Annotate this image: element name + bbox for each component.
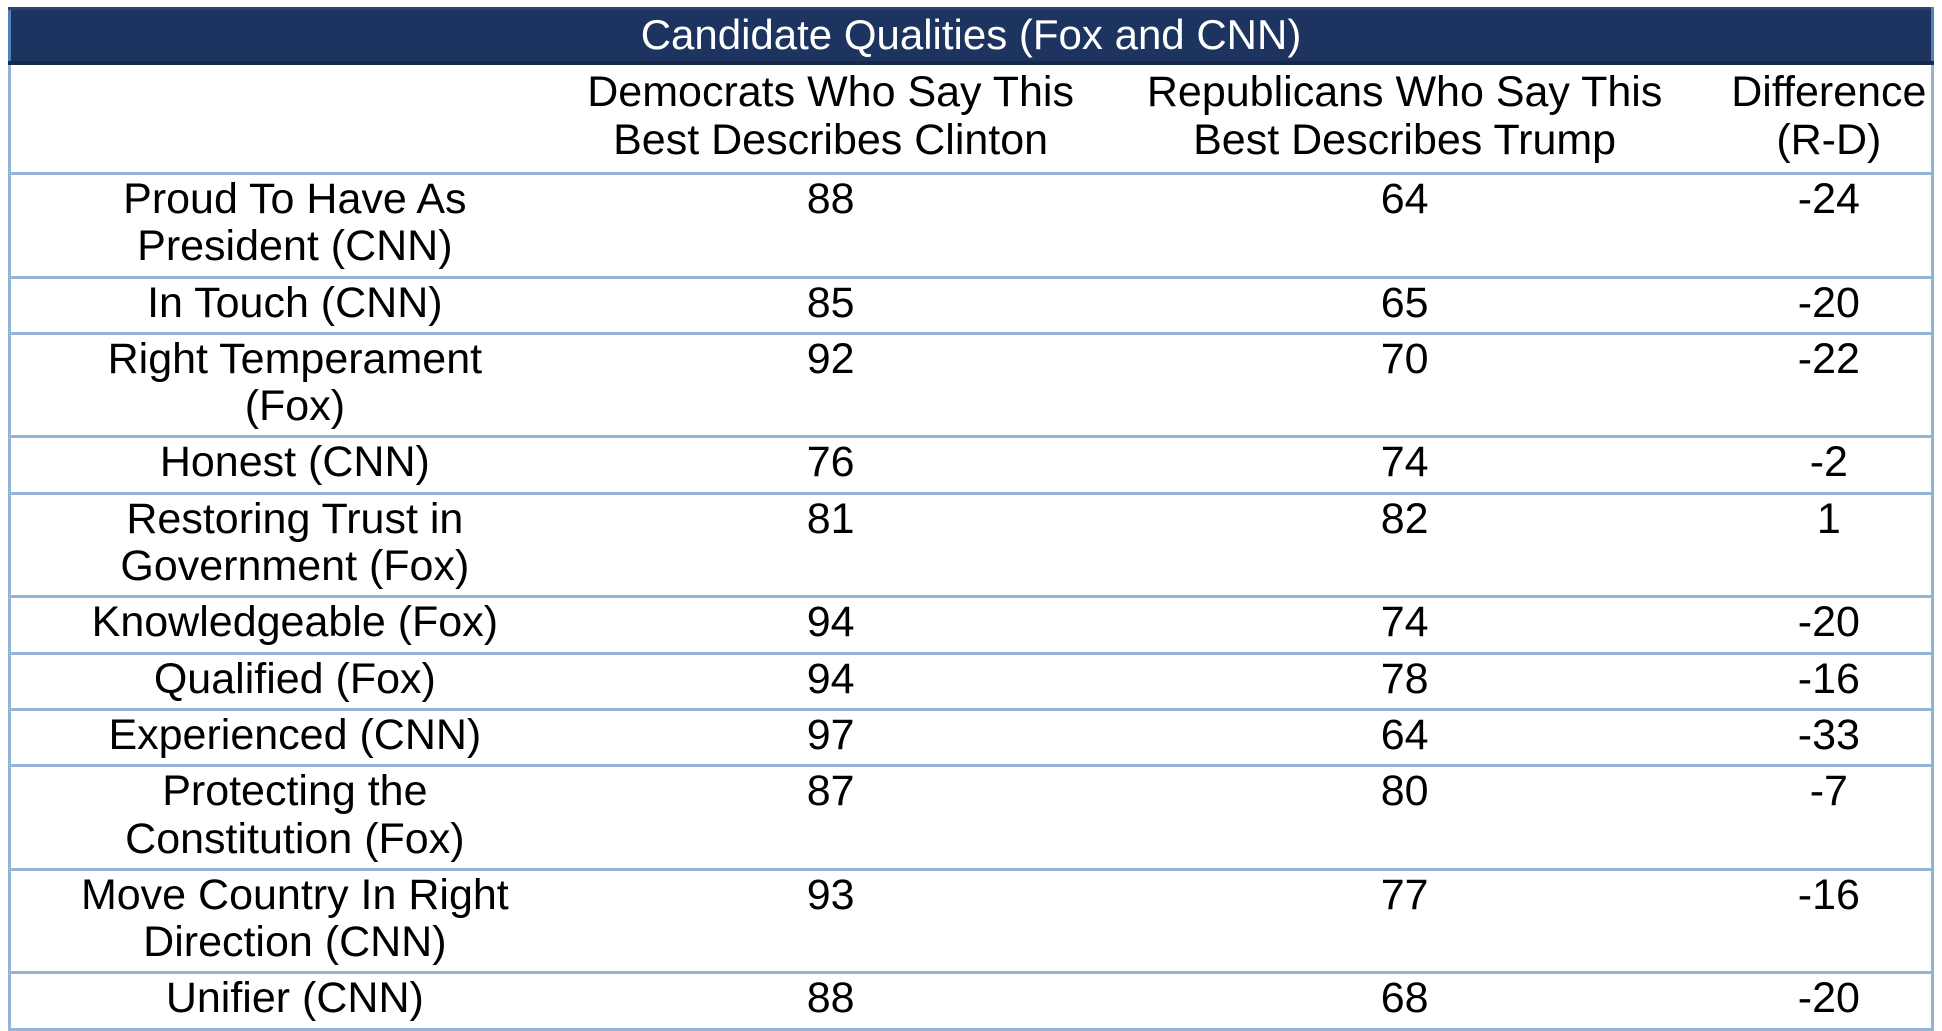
diff-value: -2 — [1726, 435, 1934, 495]
diff-value: 1 — [1726, 491, 1934, 599]
diff-value: -22 — [1726, 331, 1934, 439]
header-democrats: Democrats Who Say This Best Describes Cl… — [578, 61, 1083, 175]
dem-value: 94 — [578, 595, 1083, 655]
quality-label: Protecting the Constitution (Fox) — [7, 764, 579, 871]
rep-value: 74 — [1082, 435, 1727, 495]
table-title: Candidate Qualities (Fox and CNN) — [8, 7, 1934, 66]
dem-value: 85 — [578, 275, 1083, 335]
quality-label: Proud To Have As President (CNN) — [7, 171, 579, 279]
dem-value: 88 — [578, 171, 1083, 279]
rep-value: 65 — [1082, 275, 1727, 335]
table-row: In Touch (CNN) 85 65 -20 — [7, 275, 1934, 335]
diff-value: -20 — [1726, 971, 1934, 1031]
rep-value: 74 — [1082, 595, 1727, 655]
dem-value: 88 — [578, 971, 1083, 1031]
table-row: Knowledgeable (Fox) 94 74 -20 — [7, 595, 1934, 655]
diff-value: -16 — [1726, 651, 1934, 711]
dem-value: 94 — [578, 651, 1083, 711]
diff-value: -33 — [1726, 707, 1934, 768]
rep-value: 82 — [1082, 491, 1727, 599]
quality-label: Restoring Trust in Government (Fox) — [7, 491, 579, 599]
rep-value: 64 — [1082, 707, 1727, 768]
rep-value: 78 — [1082, 651, 1727, 711]
rep-value: 68 — [1082, 971, 1727, 1031]
table-header-row: Democrats Who Say This Best Describes Cl… — [7, 61, 1934, 175]
rep-value: 64 — [1082, 171, 1727, 279]
dem-value: 87 — [578, 764, 1083, 871]
page: Candidate Qualities (Fox and CNN) Democr… — [7, 7, 1934, 1031]
quality-label: In Touch (CNN) — [7, 275, 579, 335]
diff-value: -7 — [1726, 764, 1934, 871]
table-row: Qualified (Fox) 94 78 -16 — [7, 651, 1934, 711]
header-empty-cell — [7, 61, 579, 175]
diff-value: -24 — [1726, 171, 1934, 279]
rep-value: 70 — [1082, 331, 1727, 439]
diff-value: -20 — [1726, 275, 1934, 335]
quality-label: Unifier (CNN) — [7, 971, 579, 1031]
quality-label: Knowledgeable (Fox) — [7, 595, 579, 655]
table-row: Proud To Have As President (CNN) 88 64 -… — [7, 171, 1934, 279]
dem-value: 97 — [578, 707, 1083, 768]
quality-label: Move Country In Right Direction (CNN) — [7, 867, 579, 975]
table-row: Restoring Trust in Government (Fox) 81 8… — [7, 491, 1934, 599]
dem-value: 76 — [578, 435, 1083, 495]
header-difference: Difference (R-D) — [1726, 61, 1934, 175]
diff-value: -16 — [1726, 867, 1934, 975]
dem-value: 92 — [578, 331, 1083, 439]
quality-label: Qualified (Fox) — [7, 651, 579, 711]
rep-value: 80 — [1082, 764, 1727, 871]
table-row: Right Temperament (Fox) 92 70 -22 — [7, 331, 1934, 439]
table-row: Protecting the Constitution (Fox) 87 80 … — [7, 764, 1934, 871]
quality-label: Honest (CNN) — [7, 435, 579, 495]
rep-value: 77 — [1082, 867, 1727, 975]
table-row: Experienced (CNN) 97 64 -33 — [7, 707, 1934, 768]
table-row: Unifier (CNN) 88 68 -20 — [7, 971, 1934, 1031]
header-republicans: Republicans Who Say This Best Describes … — [1082, 61, 1727, 175]
quality-label: Experienced (CNN) — [7, 707, 579, 768]
quality-label: Right Temperament (Fox) — [7, 331, 579, 439]
dem-value: 81 — [578, 491, 1083, 599]
dem-value: 93 — [578, 867, 1083, 975]
table-row: Move Country In Right Direction (CNN) 93… — [7, 867, 1934, 975]
table-title-row: Candidate Qualities (Fox and CNN) — [8, 7, 1934, 66]
table-row: Honest (CNN) 76 74 -2 — [7, 435, 1934, 495]
diff-value: -20 — [1726, 595, 1934, 655]
candidate-qualities-table: Candidate Qualities (Fox and CNN) Democr… — [7, 7, 1934, 1031]
